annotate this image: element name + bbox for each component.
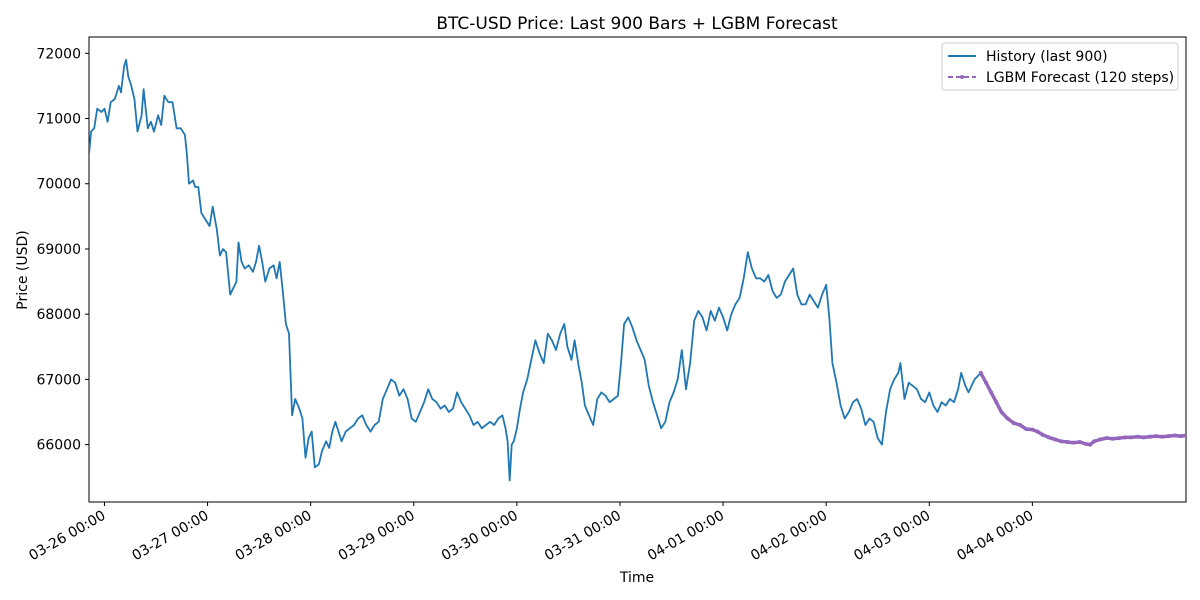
y-tick-label: 71000 — [36, 112, 81, 128]
series-layer — [89, 58, 1186, 482]
forecast-point — [1147, 434, 1152, 439]
x-tick-label: 04-04 00:00 — [954, 508, 1036, 565]
forecast-point — [994, 400, 999, 405]
forecast-point — [1160, 434, 1165, 439]
y-axis-label: Price (USD) — [15, 230, 31, 309]
legend-label-history: History (last 900) — [986, 49, 1108, 65]
forecast-point — [1141, 435, 1146, 440]
forecast-point — [1129, 435, 1134, 440]
forecast-point — [1065, 440, 1070, 444]
y-tick-label: 66000 — [36, 438, 81, 454]
forecast-point — [1040, 432, 1045, 437]
x-tick-label: 03-31 00:00 — [542, 508, 624, 565]
forecast-point — [1178, 434, 1183, 439]
legend-box — [941, 42, 1179, 91]
forecast-point — [1083, 441, 1088, 446]
forecast-point — [983, 380, 988, 385]
forecast-point — [1046, 435, 1051, 440]
forecast-point — [1154, 434, 1159, 439]
forecast-point — [1030, 427, 1035, 432]
legend-label-forecast: LGBM Forecast (120 steps) — [986, 70, 1174, 86]
x-tick-label: 03-30 00:00 — [439, 508, 521, 565]
y-tick-label: 68000 — [36, 307, 81, 323]
chart-title: BTC-USD Price: Last 900 Bars + LGBM Fore… — [436, 14, 838, 34]
forecast-point — [1071, 440, 1076, 445]
forecast-point — [1172, 433, 1177, 438]
y-axis: 66000 67000 68000 69000 70000 71000 72000 — [36, 46, 89, 454]
x-axis-label: Time — [619, 570, 654, 586]
y-tick-label: 67000 — [36, 372, 81, 388]
forecast-point — [989, 390, 994, 395]
x-tick-label: 04-02 00:00 — [748, 508, 830, 565]
forecast-point — [1088, 442, 1093, 447]
y-tick-label: 69000 — [36, 242, 81, 258]
forecast-point — [1053, 437, 1058, 442]
forecast-point — [1011, 421, 1016, 426]
plot-frame — [88, 36, 1187, 503]
forecast-series-line — [979, 371, 1186, 447]
y-tick-label: 72000 — [36, 46, 81, 62]
forecast-point — [1059, 439, 1064, 444]
x-tick-label: 03-28 00:00 — [233, 508, 315, 565]
forecast-point — [1098, 437, 1103, 442]
x-tick-label: 04-01 00:00 — [645, 508, 727, 565]
forecast-point — [1092, 439, 1097, 444]
x-tick-label: 04-03 00:00 — [851, 508, 933, 565]
forecast-point — [1104, 436, 1109, 441]
x-tick-label: 03-27 00:00 — [130, 508, 212, 565]
x-axis: 03-26 00:00 03-27 00:00 03-28 00:00 03-29 0… — [26, 502, 1036, 564]
y-tick-label: 70000 — [36, 177, 81, 193]
forecast-point — [1024, 426, 1029, 431]
legend: History (last 900) LGBM Forecast (120 st… — [941, 42, 1179, 91]
x-tick-label: 03-29 00:00 — [336, 508, 418, 565]
forecast-point — [1116, 436, 1121, 441]
forecast-point — [1166, 434, 1171, 439]
forecast-point — [999, 410, 1004, 414]
forecast-point — [1184, 433, 1186, 438]
history-series-line — [89, 58, 982, 482]
x-tick-label: 03-26 00:00 — [26, 508, 108, 565]
forecast-point — [978, 370, 983, 375]
forecast-point — [1077, 440, 1082, 444]
forecast-point — [1123, 435, 1128, 440]
forecast-point — [1035, 429, 1040, 434]
forecast-point — [1018, 423, 1023, 428]
plot-area — [88, 36, 1187, 503]
legend-marker-forecast — [960, 75, 964, 79]
forecast-point — [1110, 436, 1115, 441]
forecast-point — [1005, 416, 1010, 421]
forecast-point — [1135, 434, 1140, 439]
